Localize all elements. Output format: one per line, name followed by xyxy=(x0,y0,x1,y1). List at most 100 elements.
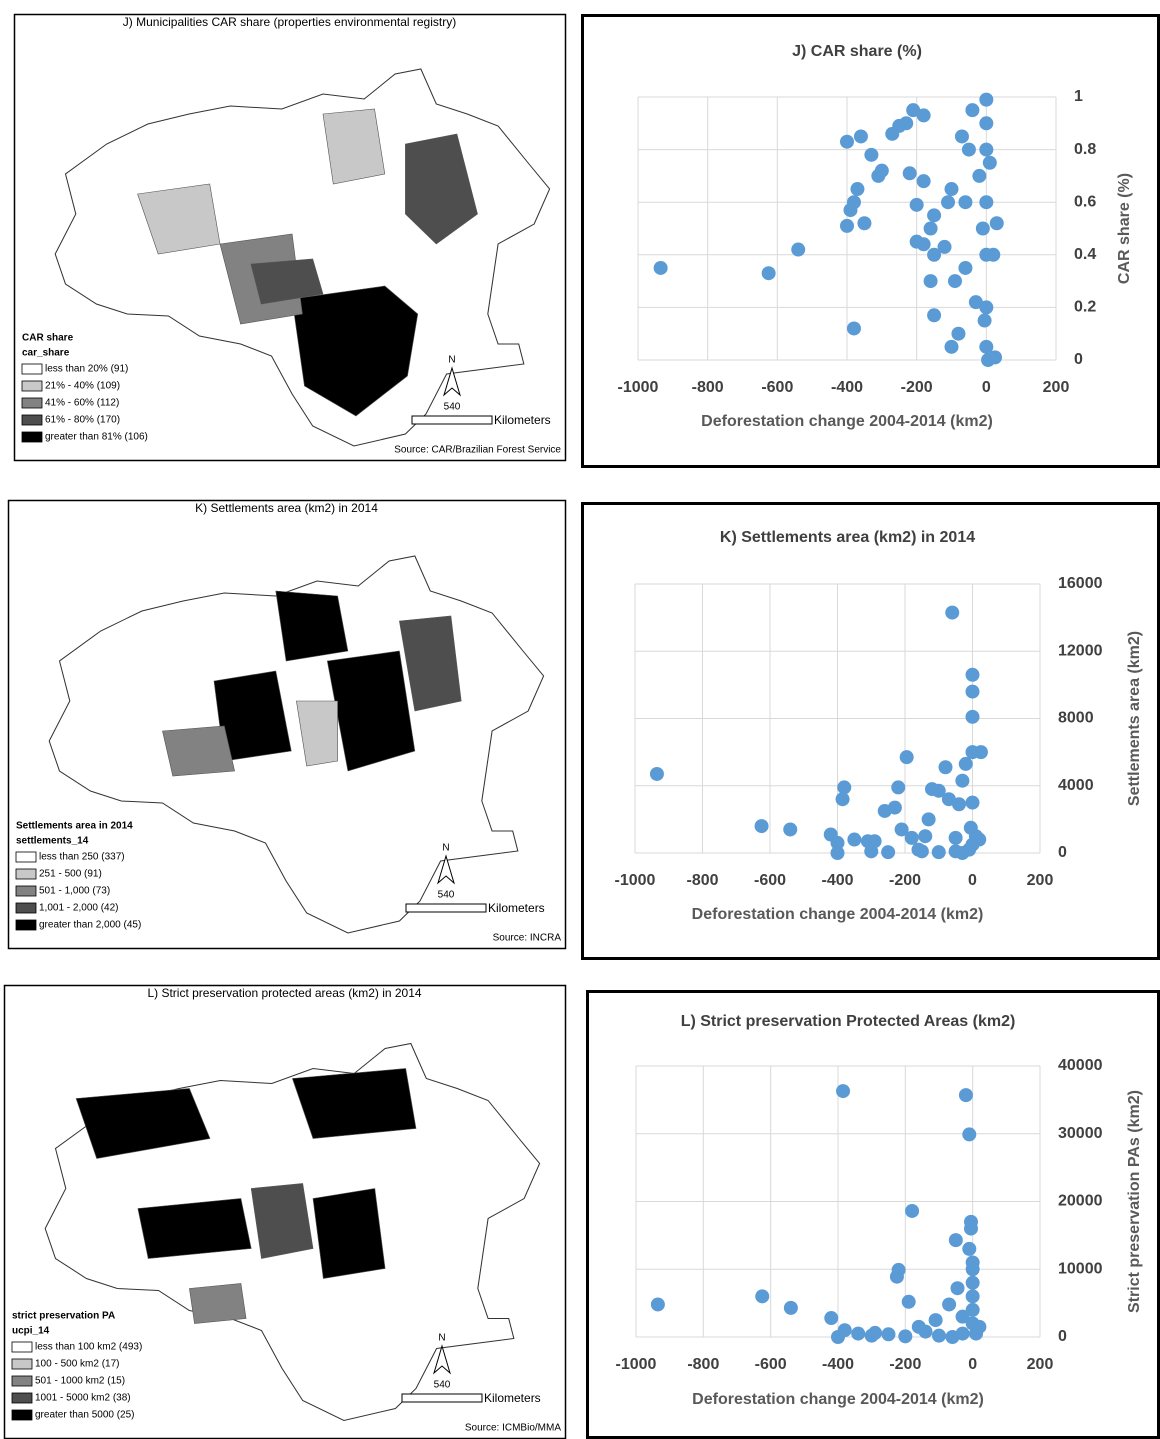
legend-swatch xyxy=(16,886,36,896)
scatter-point xyxy=(924,222,938,236)
scatter-point xyxy=(918,829,932,843)
scale-bar xyxy=(402,1394,482,1402)
scatter-point xyxy=(962,1127,976,1141)
x-tick-label: -800 xyxy=(686,872,718,889)
legend-field: ucpi_14 xyxy=(12,1326,50,1337)
legend-swatch xyxy=(16,903,36,913)
scatter-point xyxy=(941,195,955,209)
scatter-point xyxy=(917,108,931,122)
chart-frame xyxy=(583,16,1159,467)
legend-item: 100 - 500 km2 (17) xyxy=(35,1359,120,1370)
scatter-point xyxy=(881,845,895,859)
legend-item: 61% - 80% (170) xyxy=(45,415,120,426)
legend-field: settlements_14 xyxy=(16,836,89,847)
scatter-point xyxy=(843,203,857,217)
x-tick-label: -1000 xyxy=(616,1356,657,1373)
map-area xyxy=(138,1199,251,1259)
scatter-point xyxy=(864,148,878,162)
x-tick-label: 200 xyxy=(1027,1356,1054,1373)
scatter-point xyxy=(972,1320,986,1334)
scatter-point xyxy=(965,103,979,117)
scatter-point xyxy=(915,844,929,858)
map-panel: K) Settlements area (km2) in 2014Settlem… xyxy=(9,501,566,949)
x-tick-label: -600 xyxy=(755,1356,787,1373)
x-tick-label: -400 xyxy=(822,1356,854,1373)
x-tick-label: -800 xyxy=(692,379,724,396)
chart-title: L) Strict preservation Protected Areas (… xyxy=(681,1013,1016,1030)
scatter-point xyxy=(972,833,986,847)
scatter-point xyxy=(979,300,993,314)
scatter-point xyxy=(958,261,972,275)
x-tick-label: -1000 xyxy=(615,872,656,889)
scatter-point xyxy=(888,801,902,815)
map-area xyxy=(251,1184,313,1259)
scatter-point xyxy=(851,1327,865,1341)
scatter-point xyxy=(966,1289,980,1303)
legend-swatch xyxy=(16,869,36,879)
map-area xyxy=(292,1069,416,1139)
scatter-point xyxy=(882,1327,896,1341)
scatter-point xyxy=(949,831,963,845)
scatter-point xyxy=(979,143,993,157)
y-axis-label: Strict preservation PAs (km2) xyxy=(1126,1090,1143,1313)
scatter-point xyxy=(929,1313,943,1327)
x-tick-label: -600 xyxy=(754,872,786,889)
legend-item: 41% - 60% (112) xyxy=(45,398,119,409)
map-title: K) Settlements area (km2) in 2014 xyxy=(195,501,378,515)
scatter-point xyxy=(990,216,1004,230)
scatter-point xyxy=(824,1311,838,1325)
scatter-point xyxy=(857,216,871,230)
x-tick-label: 0 xyxy=(968,872,977,889)
scatter-point xyxy=(979,93,993,107)
scatter-point xyxy=(966,1276,980,1290)
map-area xyxy=(313,1189,385,1279)
scatter-point xyxy=(964,1222,978,1236)
scale-value: 540 xyxy=(434,1380,451,1391)
scatter-point xyxy=(974,745,988,759)
scatter-point xyxy=(922,812,936,826)
y-tick-label: 0.6 xyxy=(1074,193,1096,210)
y-axis-label: CAR share (%) xyxy=(1116,173,1133,284)
y-tick-label: 20000 xyxy=(1058,1193,1103,1210)
scatter-point xyxy=(837,780,851,794)
x-tick-label: -200 xyxy=(889,872,921,889)
x-tick-label: -200 xyxy=(901,379,933,396)
scatter-point xyxy=(650,767,664,781)
scatter-point xyxy=(955,846,969,860)
x-tick-label: -1000 xyxy=(618,379,659,396)
scatter-point xyxy=(949,1233,963,1247)
scatter-point xyxy=(903,166,917,180)
scatter-point xyxy=(932,845,946,859)
scatter-point xyxy=(979,195,993,209)
scale-unit: Kilometers xyxy=(484,1391,541,1405)
scatter-point xyxy=(836,792,850,806)
scatter-point xyxy=(831,1330,845,1344)
legend-swatch xyxy=(12,1393,32,1403)
map-panel: J) Municipalities CAR share (properties … xyxy=(15,15,566,461)
scatter-point xyxy=(966,1303,980,1317)
scatter-point xyxy=(983,156,997,170)
y-tick-label: 16000 xyxy=(1058,575,1103,592)
scale-value: 540 xyxy=(444,402,461,413)
scatter-point xyxy=(917,174,931,188)
scale-value: 540 xyxy=(438,890,455,901)
scatter-point xyxy=(910,198,924,212)
scatter-point xyxy=(966,1262,980,1276)
scatter-point xyxy=(956,1327,970,1341)
legend-item: 501 - 1000 km2 (15) xyxy=(35,1376,125,1387)
legend-item: less than 20% (91) xyxy=(45,364,128,375)
legend-swatch xyxy=(12,1342,32,1352)
scatter-point xyxy=(831,846,845,860)
legend-item: 21% - 40% (109) xyxy=(45,381,120,392)
scatter-point xyxy=(962,1242,976,1256)
y-tick-label: 4000 xyxy=(1058,777,1094,794)
y-tick-label: 0.4 xyxy=(1074,246,1096,263)
x-tick-label: 200 xyxy=(1043,379,1070,396)
scatter-point xyxy=(945,182,959,196)
legend-swatch xyxy=(22,415,42,425)
scatter-point xyxy=(865,1329,879,1343)
x-tick-label: -400 xyxy=(831,379,863,396)
scatter-point xyxy=(847,833,861,847)
scale-unit: Kilometers xyxy=(488,901,545,915)
scatter-point xyxy=(966,685,980,699)
